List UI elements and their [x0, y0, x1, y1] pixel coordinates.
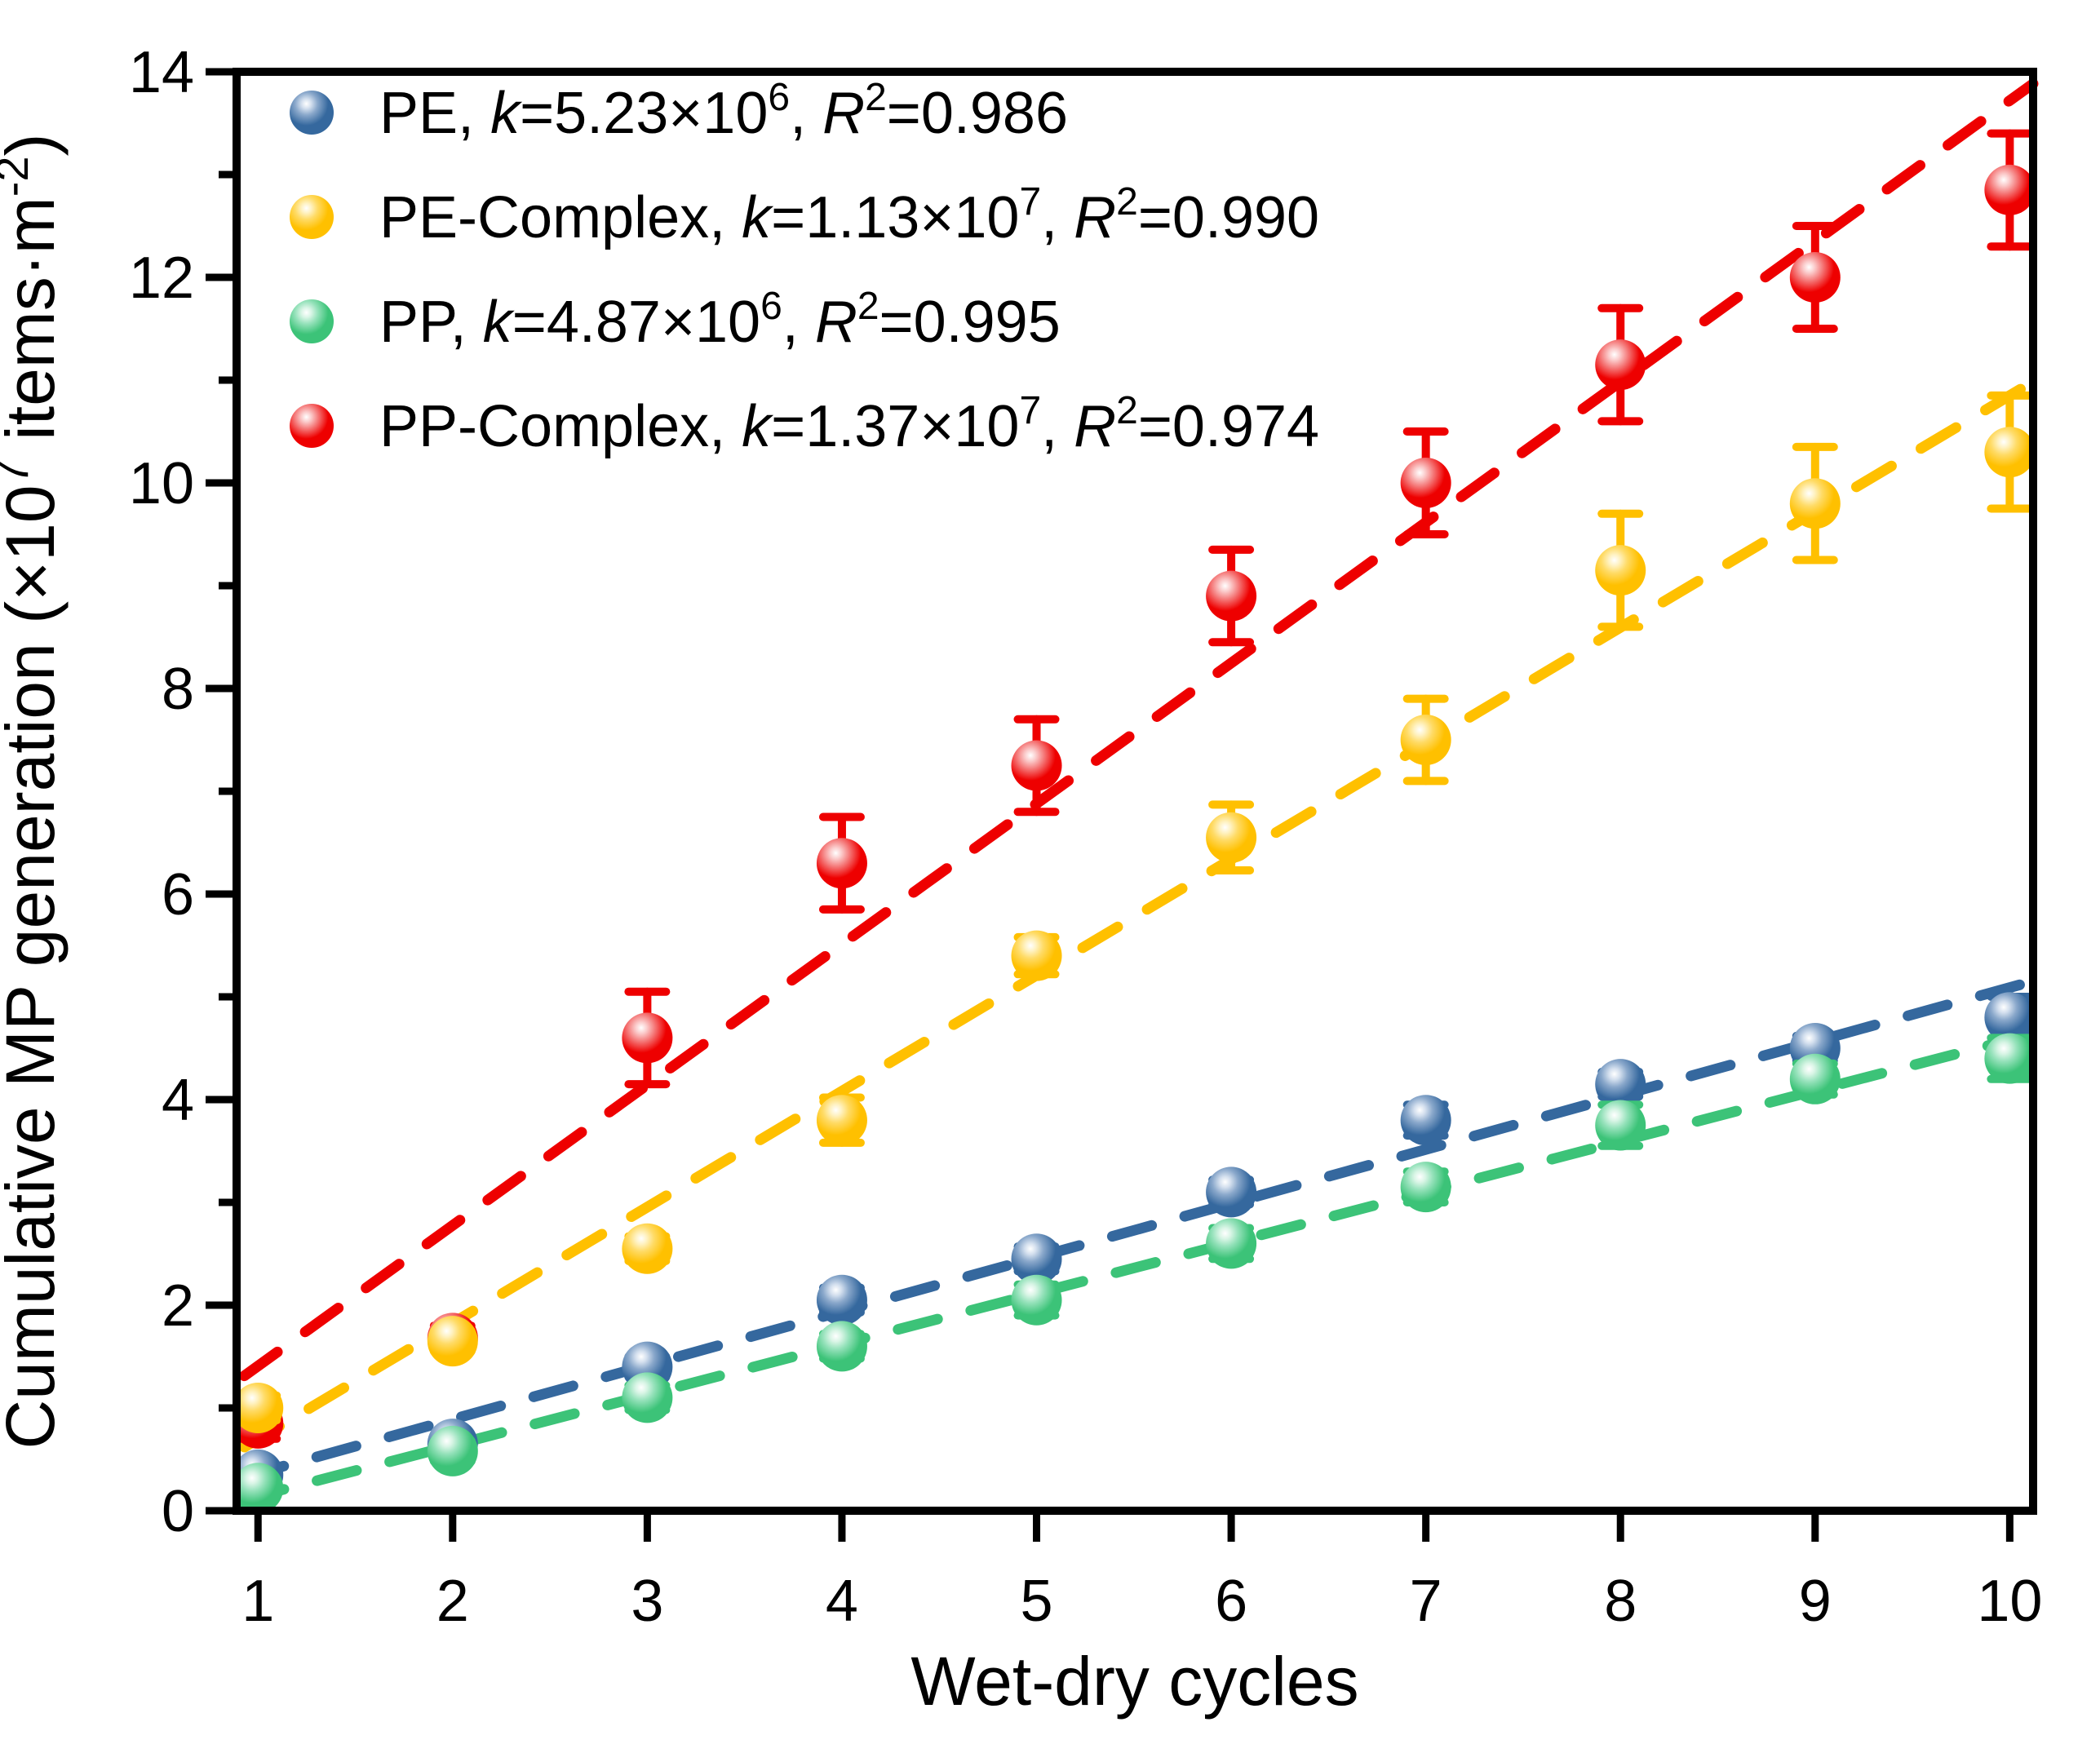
data-point-PP-x3: [622, 1372, 673, 1423]
data-point-PP-x8: [1595, 1100, 1646, 1151]
data-point-PE-Complex-x1: [233, 1383, 284, 1433]
data-point-PE-Complex-x6: [1206, 812, 1257, 863]
y-tick-label-6: 6: [162, 862, 194, 927]
data-point-PE-x4: [816, 1274, 867, 1326]
data-point-PP-Complex-x8: [1595, 339, 1646, 391]
data-point-PE-Complex-x4: [816, 1095, 867, 1146]
y-axis-title: Cumulative MP generation (×107 items·m-2…: [0, 133, 69, 1449]
legend-label-PE-Complex: PE-Complex, k=1.13×107, R2=0.990: [379, 180, 1319, 250]
data-point-PP-Complex-x5: [1011, 740, 1062, 791]
data-point-PE-Complex-x2: [427, 1316, 478, 1367]
x-tick-label-4: 4: [826, 1569, 858, 1634]
series-PE: [233, 992, 2036, 1500]
data-point-PE-x6: [1206, 1166, 1257, 1218]
x-tick-label-6: 6: [1215, 1569, 1247, 1634]
fit-line-PE-Complex: [239, 376, 2039, 1453]
data-point-PP-x10: [1984, 1033, 2036, 1084]
legend-label-PE: PE, k=5.23×106, R2=0.986: [379, 76, 1068, 146]
data-point-PE-x10: [1984, 992, 2036, 1043]
fit-line-PE: [239, 976, 2039, 1483]
x-tick-label-3: 3: [631, 1569, 663, 1634]
y-tick-label-14: 14: [129, 40, 194, 105]
data-point-PP-x6: [1206, 1218, 1257, 1269]
data-points-layer: [233, 129, 2036, 1514]
legend-entry-PE-Complex: PE-Complex, k=1.13×107, R2=0.990: [290, 180, 1319, 250]
data-point-PP-Complex-x6: [1206, 570, 1257, 622]
data-point-PP-Complex-x10: [1984, 164, 2036, 215]
fit-line-PP: [239, 1028, 2039, 1505]
data-point-PP-x5: [1011, 1274, 1062, 1326]
data-point-PE-x5: [1011, 1233, 1062, 1285]
legend-marker-PP-Complex: [290, 404, 334, 448]
legend-marker-PE: [290, 91, 334, 135]
x-tick-label-1: 1: [241, 1569, 274, 1634]
legend-label-PP-Complex: PP-Complex, k=1.37×107, R2=0.974: [379, 389, 1319, 459]
y-tick-label-0: 0: [162, 1479, 194, 1544]
data-point-PP-x9: [1789, 1053, 1841, 1104]
legend-entry-PP-Complex: PP-Complex, k=1.37×107, R2=0.974: [290, 389, 1319, 459]
x-tick-label-5: 5: [1020, 1569, 1052, 1634]
data-point-PE-x8: [1595, 1059, 1646, 1110]
y-tick-label-12: 12: [129, 246, 194, 311]
fit-line-PP-Complex: [239, 78, 2039, 1382]
x-tick-label-9: 9: [1799, 1569, 1832, 1634]
legend-label-PP: PP, k=4.87×106, R2=0.995: [379, 285, 1061, 355]
legend-entry-PP: PP, k=4.87×106, R2=0.995: [290, 285, 1061, 355]
data-point-PP-x4: [816, 1321, 867, 1372]
x-tick-label-10: 10: [1977, 1569, 2042, 1634]
y-tick-label-8: 8: [162, 657, 194, 722]
series-PP: [233, 1033, 2036, 1514]
data-point-PP-x7: [1400, 1162, 1451, 1213]
data-point-PP-Complex-x4: [816, 838, 867, 889]
x-tick-label-7: 7: [1410, 1569, 1442, 1634]
legend-marker-PE-Complex: [290, 195, 334, 239]
data-point-PE-Complex-x5: [1011, 930, 1062, 981]
data-point-PP-x2: [427, 1425, 478, 1476]
data-point-PP-x1: [233, 1463, 284, 1514]
legend-marker-PP: [290, 299, 334, 343]
data-point-PP-Complex-x9: [1789, 252, 1841, 303]
y-tick-label-4: 4: [162, 1068, 194, 1133]
data-point-PP-Complex-x3: [622, 1012, 673, 1064]
y-tick-label-2: 2: [162, 1273, 194, 1339]
x-tick-label-2: 2: [436, 1569, 469, 1634]
series-PE-Complex: [233, 391, 2036, 1433]
legend: PE, k=5.23×106, R2=0.986 PE-Complex, k=1.…: [290, 76, 1319, 459]
data-point-PE-Complex-x7: [1400, 715, 1451, 765]
data-point-PE-Complex-x9: [1789, 478, 1841, 529]
data-point-PE-Complex-x3: [622, 1223, 673, 1274]
data-point-PE-Complex-x8: [1595, 545, 1646, 596]
x-axis-title: Wet-dry cycles: [910, 1643, 1358, 1720]
y-tick-label-10: 10: [129, 451, 194, 516]
legend-entry-PE: PE, k=5.23×106, R2=0.986: [290, 76, 1068, 146]
fit-lines-layer: [239, 78, 2039, 1505]
data-point-PP-Complex-x7: [1400, 458, 1451, 508]
x-tick-label-8: 8: [1604, 1569, 1637, 1634]
data-point-PE-Complex-x10: [1984, 427, 2036, 478]
data-point-PE-x7: [1400, 1095, 1451, 1146]
